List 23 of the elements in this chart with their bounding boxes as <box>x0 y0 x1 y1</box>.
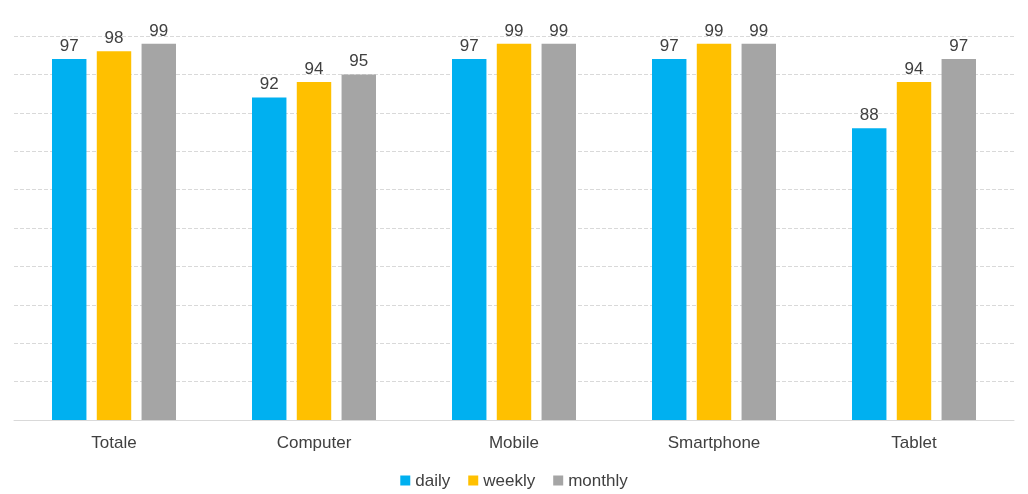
x-tick-label: Computer <box>276 433 352 452</box>
data-label: 88 <box>859 105 879 125</box>
data-label: 99 <box>149 20 169 40</box>
data-label: 97 <box>659 36 679 56</box>
legend-label: monthly <box>568 471 629 490</box>
x-tick-label: Totale <box>91 433 137 452</box>
data-label: 94 <box>904 59 924 79</box>
data-label: 97 <box>949 36 969 56</box>
data-label: 99 <box>504 20 524 40</box>
data-label: 97 <box>459 36 479 56</box>
data-label: 99 <box>549 20 569 40</box>
data-label: 99 <box>704 20 724 40</box>
legend-label: weekly <box>482 471 536 490</box>
x-tick-label: Tablet <box>891 433 937 452</box>
data-label: 99 <box>749 20 769 40</box>
data-label: 92 <box>259 74 279 94</box>
data-label: 94 <box>304 59 324 79</box>
x-tick-label: Mobile <box>488 433 540 452</box>
data-label: 98 <box>104 28 124 48</box>
legend-label: daily <box>415 471 451 490</box>
data-label: 95 <box>349 51 369 71</box>
x-tick-label: Smartphone <box>667 433 761 452</box>
data-label: 97 <box>59 36 79 56</box>
